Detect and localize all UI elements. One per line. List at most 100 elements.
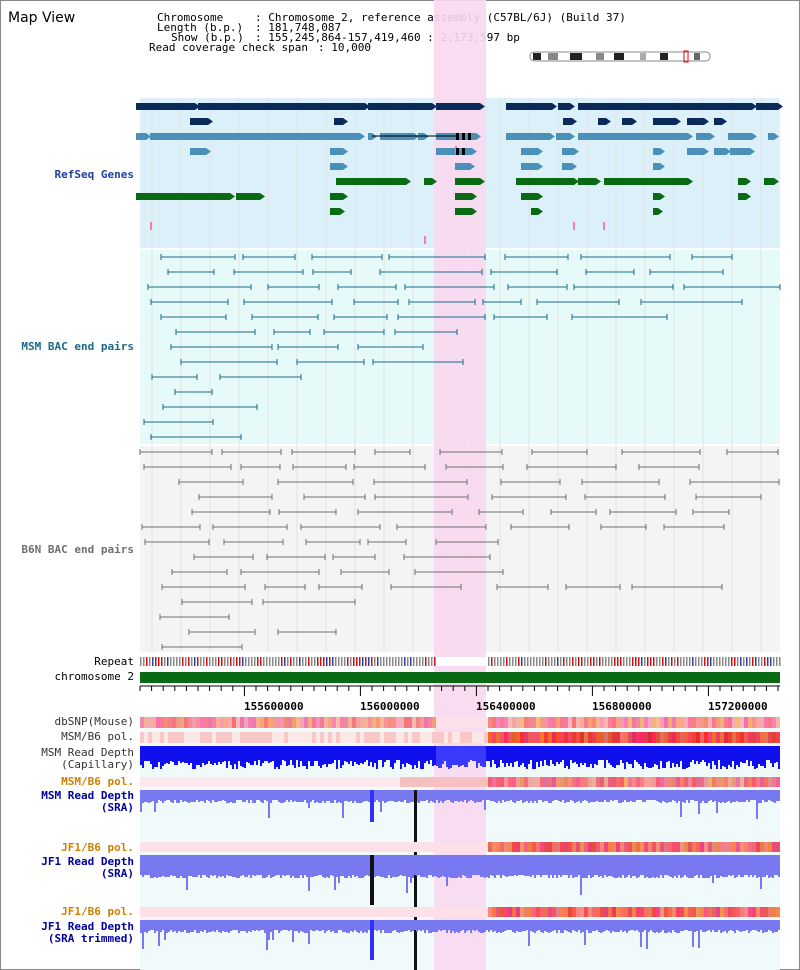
- depth-bar: [694, 855, 696, 876]
- depth-bar: [756, 746, 758, 768]
- depth-bar: [324, 920, 326, 933]
- heat-cell: [344, 907, 348, 917]
- heat-cell: [568, 732, 572, 743]
- depth-bar: [464, 746, 466, 767]
- repeat-mark: [518, 657, 520, 666]
- heat-cell: [260, 842, 264, 852]
- heat-cell: [604, 907, 608, 917]
- depth-bar: [406, 790, 408, 803]
- heat-cell: [436, 907, 440, 917]
- depth-bar: [516, 855, 518, 876]
- depth-bar: [600, 790, 602, 802]
- depth-bar: [708, 855, 710, 878]
- depth-bar: [570, 855, 572, 875]
- depth-bar: [718, 746, 720, 760]
- heat-cell: [460, 842, 464, 852]
- heat-cell: [620, 732, 624, 743]
- heat-cell: [356, 907, 360, 917]
- gene-arrow: [704, 148, 709, 155]
- heat-cell: [704, 842, 708, 852]
- depth-bar: [396, 790, 398, 802]
- heat-cell: [416, 842, 420, 852]
- repeat-mark: [770, 657, 772, 666]
- depth-bar: [422, 920, 424, 930]
- repeat-mark: [194, 657, 196, 666]
- heat-cell: [420, 907, 424, 917]
- depth-bar: [616, 790, 618, 800]
- heat-cell: [164, 907, 168, 917]
- gene-arrow: [658, 208, 663, 215]
- depth-bar: [228, 790, 230, 803]
- label-jf1-depth-sra-1: JF1 Read Depth: [41, 855, 134, 868]
- repeat-mark: [569, 657, 571, 666]
- depth-bar: [298, 855, 300, 878]
- repeat-mark: [206, 657, 208, 666]
- heat-cell: [352, 907, 356, 917]
- heat-cell: [512, 732, 516, 743]
- depth-bar: [582, 855, 584, 878]
- repeat-mark: [272, 657, 274, 666]
- heat-cell: [644, 907, 648, 917]
- heat-cell: [712, 842, 716, 852]
- depth-bar: [474, 920, 476, 931]
- depth-bar: [464, 790, 466, 800]
- heat-cell: [520, 717, 524, 728]
- depth-bar: [562, 790, 564, 800]
- gene-arrow: [660, 163, 665, 170]
- depth-bar: [664, 855, 666, 875]
- heat-cell: [760, 842, 764, 852]
- depth-bar: [368, 855, 370, 876]
- repeat-mark: [284, 657, 286, 666]
- heat-cell: [648, 732, 652, 743]
- heat-cell: [316, 842, 320, 852]
- ideogram-marker: [683, 50, 689, 63]
- heat-cell: [472, 907, 476, 917]
- depth-bar: [310, 790, 312, 802]
- heat-cell: [776, 777, 780, 787]
- heat-cell: [692, 907, 696, 917]
- depth-bar: [516, 920, 518, 931]
- label-refseq-genes[interactable]: RefSeq Genes: [54, 168, 134, 181]
- heat-cell: [140, 717, 144, 728]
- heat-cell: [468, 777, 472, 787]
- heat-cell: [628, 777, 632, 787]
- depth-bar: [194, 790, 196, 802]
- gene-arrow: [432, 178, 437, 185]
- label-b6n-bac[interactable]: B6N BAC end pairs: [21, 543, 134, 556]
- depth-bar: [718, 920, 720, 930]
- heat-cell: [336, 717, 340, 728]
- heat-cell: [624, 907, 628, 917]
- label-jf1-depth-sra-2: (SRA): [100, 867, 134, 880]
- depth-bar: [764, 855, 766, 877]
- label-msm-bac[interactable]: MSM BAC end pairs: [21, 340, 134, 353]
- heat-cell: [420, 732, 424, 743]
- depth-bar: [430, 746, 432, 760]
- depth-bar: [362, 746, 364, 764]
- heat-cell: [740, 717, 744, 728]
- depth-bar: [684, 855, 686, 875]
- depth-bar: [778, 746, 780, 769]
- heat-cell: [452, 717, 456, 728]
- heat-cell: [156, 717, 160, 728]
- depth-bar: [160, 790, 162, 801]
- repeat-mark: [209, 657, 211, 666]
- heat-cell: [640, 777, 644, 787]
- depth-bar: [386, 790, 388, 802]
- depth-bar: [448, 920, 450, 930]
- heat-cell: [692, 717, 696, 728]
- depth-bar: [242, 920, 244, 931]
- depth-bar: [410, 855, 412, 883]
- depth-bar: [482, 920, 484, 933]
- depth-bar: [758, 790, 760, 803]
- gene-feature: [598, 118, 606, 125]
- depth-bar: [348, 855, 350, 876]
- repeat-mark: [254, 657, 256, 666]
- heat-cell: [484, 777, 488, 787]
- depth-bar: [494, 746, 496, 764]
- depth-bar: [720, 920, 722, 933]
- depth-bar: [552, 790, 554, 801]
- depth-bar: [704, 855, 706, 878]
- depth-bar: [590, 920, 592, 933]
- depth-bar: [318, 855, 320, 875]
- repeat-mark: [602, 657, 604, 666]
